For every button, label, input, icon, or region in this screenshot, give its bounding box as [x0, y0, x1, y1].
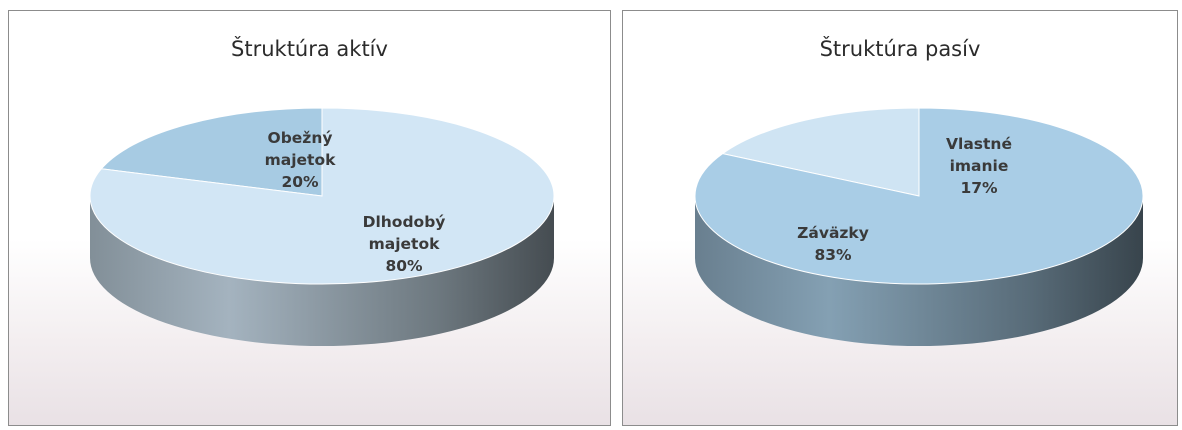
chart-title: Štruktúra pasív	[819, 37, 981, 61]
pie-side-wall	[695, 196, 1143, 346]
pie-data-label: Dlhodobý majetok 80%	[363, 213, 446, 275]
pie-data-label: Záväzky 83%	[797, 224, 869, 264]
pie-data-label: Vlastné imanie 17%	[946, 135, 1012, 197]
chart-title: Štruktúra aktív	[231, 37, 388, 61]
pie-chart-assets: Obežný majetok 20% Dlhodobý majetok 80%	[89, 107, 555, 346]
pie-slice	[100, 107, 323, 197]
chart-panel-liabilities: Štruktúra pasív Vlastné imanie 17% Záväzky 8…	[622, 10, 1178, 426]
pie-slice	[89, 107, 555, 285]
chart-panel-assets: Štruktúra aktív Obežný majetok 20% Dlhodobý…	[8, 10, 611, 426]
pie-side-wall	[90, 196, 554, 346]
pie-slice	[694, 107, 1144, 285]
pie-data-label: Obežný majetok 20%	[265, 129, 336, 191]
pie-chart-liabilities: Vlastné imanie 17% Záväzky 83%	[694, 107, 1144, 346]
pie-slice	[721, 107, 920, 197]
